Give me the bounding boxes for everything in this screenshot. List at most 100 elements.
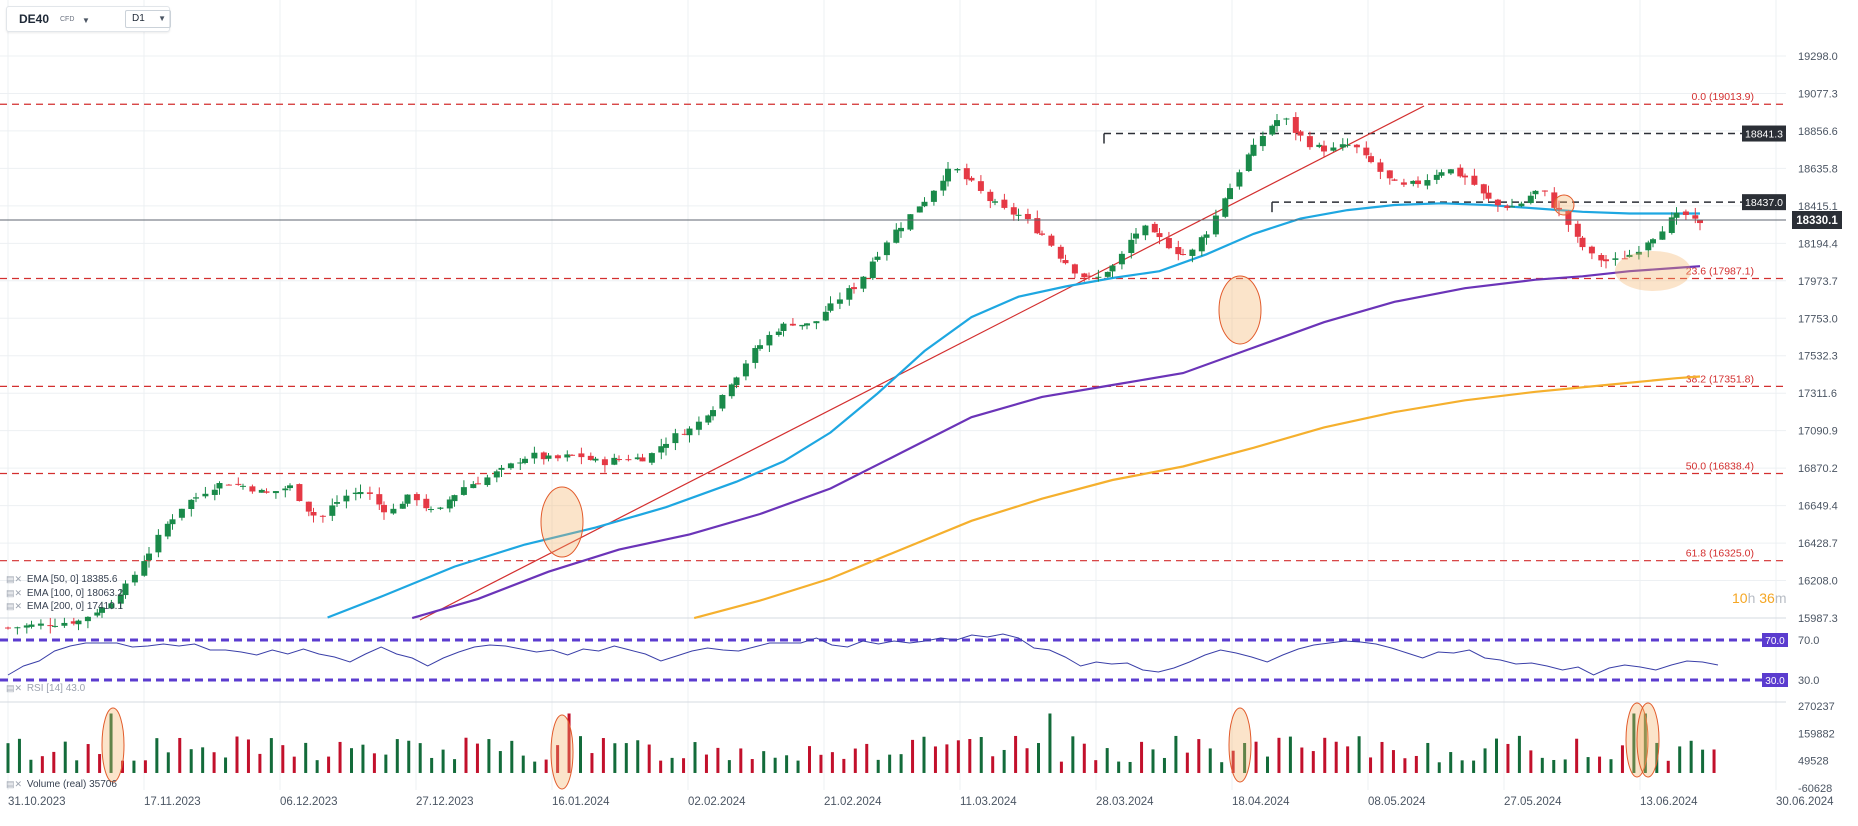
volume-bar-bearish	[1059, 761, 1063, 773]
price-tick-label: 17311.6	[1798, 388, 1837, 400]
symbol-name: DE40	[19, 12, 50, 26]
candle-bearish	[977, 181, 984, 191]
candle-bearish	[1386, 170, 1393, 179]
candle-bearish	[1692, 215, 1699, 219]
candle-bullish	[334, 502, 340, 504]
candle-bullish	[1104, 271, 1111, 277]
trend-line[interactable]	[419, 105, 1425, 621]
chevron-down-icon: ▼	[158, 14, 166, 23]
candle-bearish	[1457, 167, 1464, 177]
candle-bearish	[1462, 175, 1468, 178]
candle-bullish	[390, 508, 397, 514]
volume-bar-bearish	[991, 756, 995, 773]
candle-bullish	[954, 169, 961, 171]
candle-bullish	[451, 495, 458, 502]
date-tick-label: 13.06.2024	[1640, 796, 1698, 808]
indicator-value: 35706	[89, 779, 117, 790]
candle-bullish	[37, 623, 44, 626]
volume-axis-label: -60628	[1798, 783, 1832, 795]
volume-bar-bullish	[979, 737, 983, 773]
candle-bullish	[648, 453, 655, 463]
candle-bearish	[1551, 192, 1558, 208]
candle-bullish	[893, 229, 900, 243]
candle-bullish	[1222, 198, 1229, 217]
volume-bar-bullish	[1151, 749, 1155, 773]
volume-bar-bullish	[899, 754, 903, 773]
candle-bullish	[945, 168, 951, 182]
volume-bar-bullish	[395, 739, 399, 773]
candle-bullish	[357, 491, 364, 495]
candle-bullish	[94, 612, 101, 616]
candle-bullish	[399, 503, 406, 509]
indicator-ema200[interactable]: ▤✕ EMA [200, 0] 17410.1	[6, 601, 123, 612]
volume-bar-bullish	[1357, 736, 1361, 773]
settings-icon[interactable]: ▤✕	[6, 683, 23, 693]
volume-bar-bullish	[1128, 761, 1132, 773]
date-tick-label: 02.02.2024	[688, 796, 746, 808]
volume-bar-bullish	[1174, 735, 1178, 773]
indicator-volume[interactable]: ▤✕ Volume (real) 35706	[6, 779, 117, 790]
candle-bullish	[23, 625, 30, 628]
candle-bearish	[963, 168, 970, 180]
settings-icon[interactable]: ▤✕	[6, 574, 23, 584]
indicator-rsi[interactable]: ▤✕ RSI [14] 43.0	[6, 683, 85, 694]
timeframe-select[interactable]: D1 ▼	[125, 10, 171, 28]
candle-bearish	[616, 459, 622, 461]
candle-bullish	[710, 410, 716, 417]
volume-bar-bearish	[750, 759, 754, 773]
volume-bar-bearish	[1334, 741, 1338, 773]
volume-bar-bullish	[1517, 735, 1521, 773]
volume-bar-bearish	[1529, 750, 1533, 773]
candle-bullish	[1274, 120, 1280, 127]
candle-bullish	[1015, 214, 1022, 216]
candle-bearish	[1579, 237, 1586, 248]
candle-bullish	[52, 625, 58, 627]
date-tick-label: 21.02.2024	[824, 796, 882, 808]
candle-bullish	[202, 493, 209, 497]
settings-icon[interactable]: ▤✕	[6, 588, 23, 598]
candle-bullish	[84, 616, 91, 622]
candle-bullish	[1447, 169, 1454, 174]
settings-icon[interactable]: ▤✕	[6, 779, 23, 789]
timer-hours-unit: h	[1747, 590, 1756, 606]
rsi-level-badge-label: 70.0	[1765, 636, 1785, 647]
candle-bullish	[1245, 154, 1252, 171]
candle-bullish	[1095, 276, 1102, 278]
candle-bullish	[1433, 174, 1440, 180]
volume-bar-bearish	[464, 737, 468, 773]
candle-bullish	[883, 242, 890, 256]
indicator-value: 17410.1	[86, 601, 124, 612]
date-tick-label: 30.06.2024	[1776, 796, 1834, 808]
volume-bar-bullish	[189, 749, 193, 773]
candle-bearish	[319, 515, 326, 517]
volume-bar-bullish	[888, 754, 892, 773]
price-axis: 19298.0 19077.3 18856.6 18635.8 18415.1 18194…	[1798, 51, 1838, 625]
volume-bar-bearish	[1403, 758, 1407, 773]
volume-bar-bearish	[1391, 750, 1395, 773]
candle-bearish	[1086, 275, 1092, 277]
fib-label: 38.2 (17351.8)	[1686, 373, 1754, 385]
volume-bar-bearish	[212, 752, 216, 773]
candle-bullish	[1118, 253, 1125, 265]
candle-bullish	[757, 345, 763, 349]
symbol-selector[interactable]: DE40 CFD ▼ D1 ▼	[6, 6, 171, 32]
candle-bearish	[1494, 199, 1501, 206]
candle-bearish	[1565, 211, 1572, 225]
price-tick-label: 18194.4	[1798, 238, 1838, 250]
candle-bullish	[169, 519, 176, 525]
volume-bar-bullish	[1552, 759, 1556, 773]
candle-bearish	[1297, 131, 1304, 136]
candle-bearish	[263, 491, 270, 493]
indicator-ema100[interactable]: ▤✕ EMA [100, 0] 18063.2	[6, 588, 123, 599]
volume-bar-bearish	[1620, 745, 1624, 773]
volume-bar-bearish	[1254, 741, 1258, 773]
volume-axis-label: 49528	[1798, 756, 1829, 768]
indicator-ema50[interactable]: ▤✕ EMA [50, 0] 18385.6	[6, 574, 117, 585]
fib-label: 50.0 (16838.4)	[1686, 461, 1754, 473]
caret-down-icon[interactable]: ▼	[82, 16, 90, 25]
price-tick-label: 18635.8	[1798, 163, 1838, 175]
candle-bearish	[1165, 238, 1172, 249]
volume-bar-bullish	[1632, 713, 1636, 773]
settings-icon[interactable]: ▤✕	[6, 601, 23, 611]
